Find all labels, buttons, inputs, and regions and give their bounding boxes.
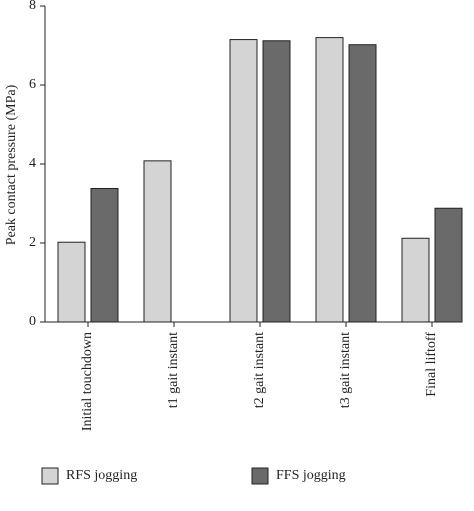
bar bbox=[348, 44, 377, 323]
x-tick-label: t2 gait instant bbox=[252, 332, 267, 408]
legend-swatch bbox=[251, 467, 269, 485]
legend-label: FFS jogging bbox=[276, 468, 346, 483]
y-tick-label: 0 bbox=[29, 314, 36, 329]
bar bbox=[143, 160, 172, 323]
y-axis-label: Peak contact pressure (MPa) bbox=[4, 84, 19, 245]
y-tick-label: 6 bbox=[29, 77, 36, 92]
y-tick-label: 4 bbox=[29, 156, 36, 171]
x-tick-label: Final liftoff bbox=[424, 332, 439, 397]
y-tick-label: 8 bbox=[29, 0, 36, 13]
x-tick-label: t1 gait instant bbox=[166, 332, 181, 408]
legend-label: RFS jogging bbox=[66, 468, 137, 483]
bar bbox=[229, 39, 258, 323]
legend-swatch bbox=[41, 467, 59, 485]
bar bbox=[90, 187, 119, 323]
bar bbox=[401, 237, 430, 323]
y-tick-label: 2 bbox=[29, 235, 36, 250]
bar bbox=[57, 241, 86, 323]
x-tick-label: t3 gait instant bbox=[338, 332, 353, 408]
bar bbox=[262, 40, 291, 323]
bar bbox=[315, 37, 344, 323]
x-tick-label: Initial touchdown bbox=[80, 332, 95, 431]
bar bbox=[434, 207, 463, 323]
